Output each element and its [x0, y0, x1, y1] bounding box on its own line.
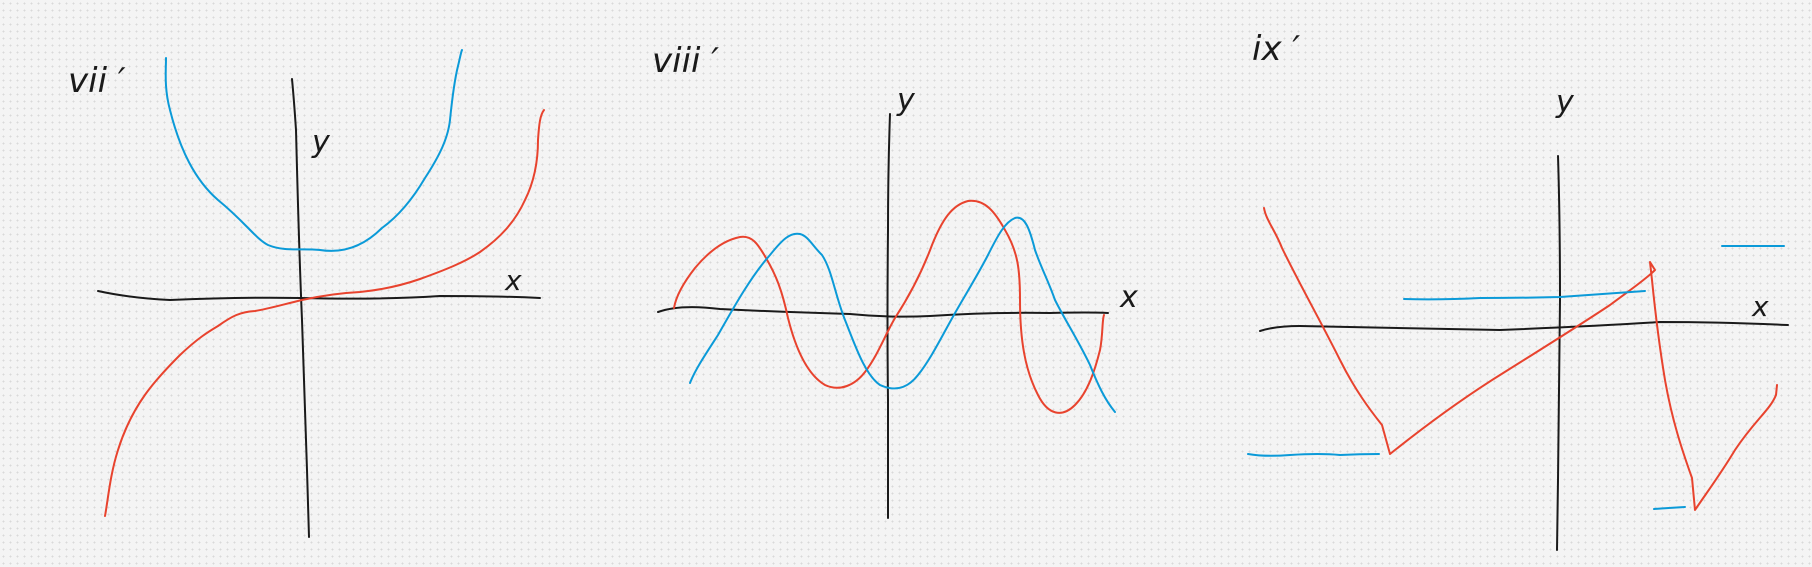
- panel-ix: ix ′ y x: [1247, 29, 1789, 551]
- blue-curve: [164, 49, 463, 252]
- y-axis-label: y: [311, 125, 331, 160]
- y-axis-label: y: [1555, 85, 1575, 120]
- x-axis-label: x: [504, 264, 522, 297]
- red-curve: [1263, 207, 1778, 511]
- red-curve: [104, 109, 545, 517]
- x-axis: [1259, 321, 1789, 332]
- panel-title: vii ′: [68, 61, 126, 101]
- panel-title: viii ′: [652, 41, 719, 81]
- x-axis-label: x: [1751, 290, 1769, 323]
- red-curve: [673, 199, 1105, 414]
- y-axis: [886, 113, 891, 519]
- panel-vii: vii ′ y x: [68, 49, 545, 538]
- panel-viii: viii ′ y x: [652, 41, 1138, 519]
- blue-segment-middle: [1403, 290, 1646, 301]
- y-axis: [1556, 155, 1561, 551]
- blue-segment-left: [1247, 453, 1380, 457]
- x-axis: [97, 290, 541, 301]
- y-axis-label: y: [896, 83, 916, 118]
- x-axis: [657, 306, 1109, 318]
- x-axis-label: x: [1119, 280, 1138, 315]
- blue-segment-bottom-right: [1653, 506, 1686, 510]
- panel-title: ix ′: [1252, 29, 1300, 69]
- y-axis: [291, 78, 310, 538]
- blue-curve: [689, 216, 1116, 413]
